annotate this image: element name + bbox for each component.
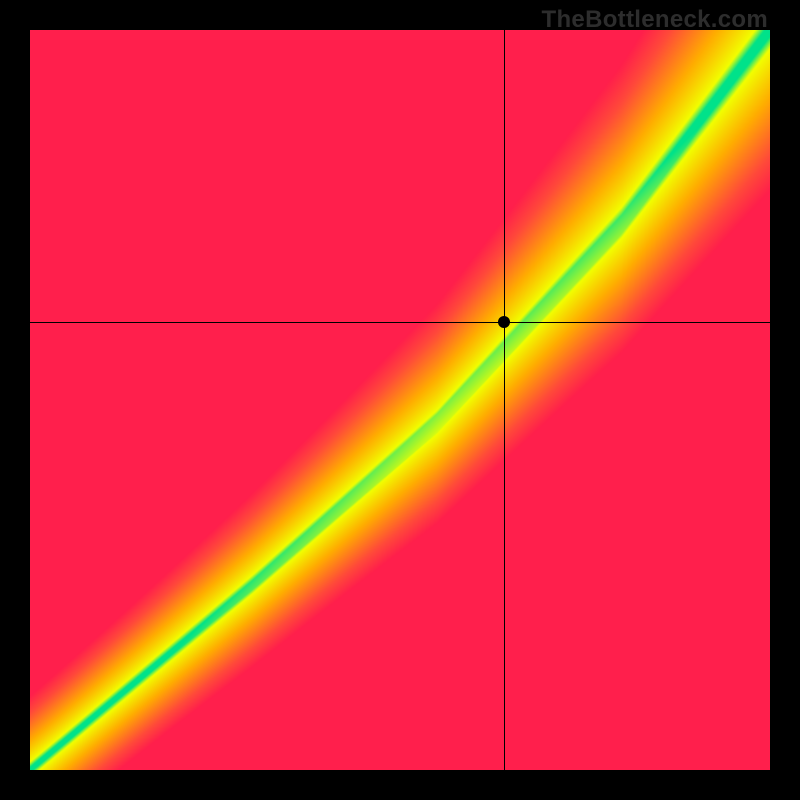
heatmap-plot [30, 30, 770, 770]
crosshair-horizontal [30, 322, 770, 323]
crosshair-vertical [504, 30, 505, 770]
heatmap-canvas [30, 30, 770, 770]
crosshair-marker [498, 316, 510, 328]
